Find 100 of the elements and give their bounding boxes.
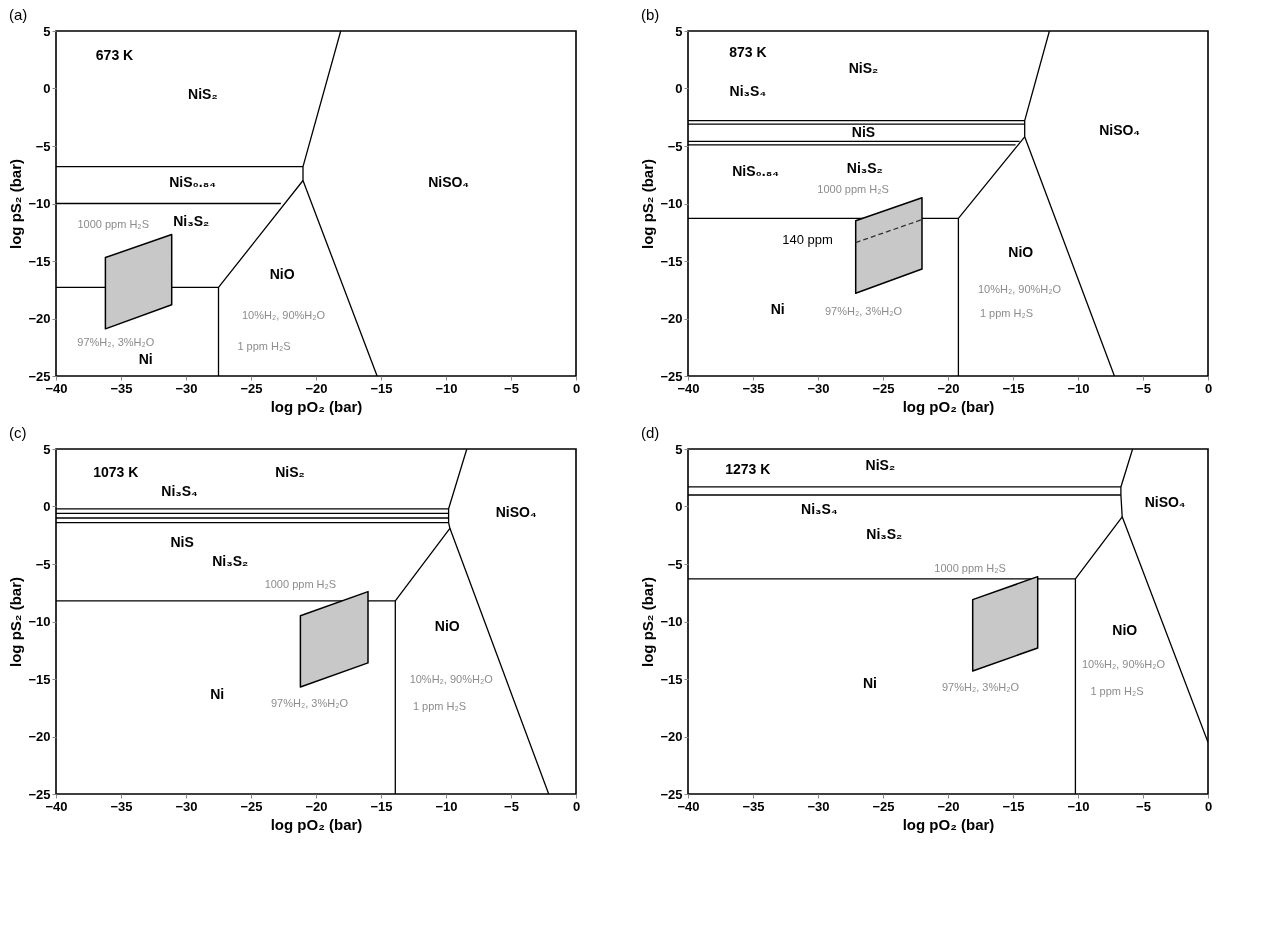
y-tick-label: 5 (675, 441, 683, 457)
x-tick-label: 0 (1204, 380, 1213, 396)
x-axis-title: log pO₂ (bar) (902, 397, 995, 415)
annotation: NiO (269, 265, 295, 282)
x-axis-title: log pO₂ (bar) (270, 815, 363, 833)
y-axis-title: log pS₂ (bar) (639, 159, 657, 249)
y-tick-label: −10 (660, 614, 683, 629)
annotation: Ni₃S₂ (866, 526, 903, 543)
x-tick-label: −10 (1067, 380, 1090, 396)
annotation: NiS₂ (275, 464, 305, 481)
annotation: 1273 K (725, 460, 771, 477)
annotation: Ni (770, 301, 785, 318)
x-tick-label: −10 (1067, 798, 1090, 814)
annotation: 10%H₂, 90%H₂O (409, 673, 494, 686)
annotation: NiSO₄ (428, 173, 470, 190)
y-axis-title: log pS₂ (bar) (639, 577, 657, 667)
y-tick-label: −5 (35, 138, 51, 154)
annotation: 1 ppm H₂S (412, 699, 467, 712)
x-tick-label: −20 (937, 380, 960, 396)
annotation: 1 ppm H₂S (1090, 684, 1144, 697)
x-tick-label: −20 (305, 798, 328, 814)
annotation: 97%H₂, 3%H₂O (270, 697, 349, 710)
annotation: 1000 ppm H₂S (77, 218, 149, 231)
x-tick-label: −20 (937, 798, 960, 814)
annotation: Ni (210, 686, 225, 703)
y-tick-label: −5 (667, 138, 683, 154)
annotation: 140 ppm (782, 232, 833, 248)
x-tick-label: 0 (1204, 798, 1213, 814)
chart-title: (c) (8, 424, 27, 441)
annotation: 1 ppm H₂S (979, 306, 1034, 319)
annotation: 873 K (729, 43, 767, 60)
y-tick-label: −15 (660, 671, 683, 687)
annotation: NiS₀.₈₄ (732, 163, 779, 180)
x-tick-label: −35 (742, 380, 765, 396)
x-axis-title: log pO₂ (bar) (902, 815, 995, 833)
x-tick-label: −30 (807, 380, 830, 396)
annotation: NiSO₄ (495, 504, 537, 521)
annotation: 10%H₂, 90%H₂O (241, 309, 326, 322)
y-tick-label: 0 (43, 81, 51, 96)
x-tick-label: 0 (572, 798, 581, 814)
x-tick-label: −5 (1136, 380, 1151, 396)
annotation: Ni₃S₂ (173, 212, 210, 229)
x-tick-label: 0 (572, 380, 581, 396)
y-tick-label: −10 (660, 196, 683, 211)
annotation: Ni₃S₄ (801, 500, 838, 517)
x-tick-label: −25 (240, 798, 263, 814)
annotation: 97%H₂, 3%H₂O (824, 304, 903, 317)
x-tick-label: −30 (807, 798, 830, 814)
x-tick-label: −10 (435, 798, 458, 814)
annotation: Ni₃S₄ (161, 482, 198, 499)
annotation: NiO (1008, 243, 1034, 260)
annotation: 10%H₂, 90%H₂O (1081, 658, 1166, 671)
x-tick-label: −5 (504, 380, 519, 396)
x-axis-title: log pO₂ (bar) (270, 397, 363, 415)
x-tick-label: −15 (370, 380, 393, 396)
annotation: NiS₂ (848, 59, 879, 76)
annotation: 1073 K (93, 464, 139, 481)
y-tick-label: 0 (43, 499, 51, 514)
annotation: NiS₀.₈₄ (169, 173, 216, 190)
x-tick-label: −25 (240, 380, 263, 396)
x-tick-label: −25 (872, 798, 895, 814)
annotation: NiS (851, 123, 876, 140)
annotation: Ni₃S₂ (212, 552, 249, 569)
x-tick-label: −30 (175, 380, 198, 396)
x-tick-label: −25 (872, 380, 895, 396)
x-tick-label: −15 (1002, 380, 1025, 396)
annotation: NiO (434, 618, 460, 635)
y-tick-label: −5 (667, 556, 683, 572)
x-tick-label: −15 (370, 798, 393, 814)
x-tick-label: −20 (305, 380, 328, 396)
y-tick-label: −10 (28, 196, 51, 211)
annotation: NiSO₄ (1144, 494, 1186, 511)
y-tick-label: −15 (28, 253, 51, 269)
y-tick-label: −15 (660, 253, 683, 269)
annotation: NiO (1112, 621, 1138, 638)
annotation: 1000 ppm H₂S (817, 182, 889, 195)
annotation: 1 ppm H₂S (237, 340, 291, 353)
x-tick-label: −5 (504, 798, 519, 814)
annotation: 97%H₂, 3%H₂O (941, 681, 1020, 694)
annotation: 1000 ppm H₂S (264, 577, 337, 590)
chart-title: (a) (8, 6, 28, 23)
y-tick-label: 0 (675, 81, 683, 96)
x-tick-label: −5 (1136, 798, 1151, 814)
y-tick-label: −15 (28, 671, 51, 687)
annotation: Ni₃S₄ (729, 82, 767, 99)
annotation: NiS₂ (188, 86, 218, 103)
annotation: NiS (170, 534, 194, 551)
annotation: 673 K (95, 47, 134, 64)
y-tick-label: 0 (675, 499, 683, 514)
annotation: NiSO₄ (1099, 122, 1141, 139)
y-tick-label: 5 (675, 23, 683, 39)
y-tick-label: −20 (28, 311, 51, 326)
x-tick-label: −35 (742, 798, 765, 814)
y-tick-label: −20 (28, 729, 51, 744)
x-tick-label: −35 (110, 798, 133, 814)
annotation: NiS₂ (865, 457, 896, 474)
y-axis-title: log pS₂ (bar) (7, 159, 25, 249)
y-tick-label: 5 (43, 441, 51, 457)
annotation: 10%H₂, 90%H₂O (977, 282, 1062, 295)
y-tick-label: −20 (660, 311, 683, 326)
